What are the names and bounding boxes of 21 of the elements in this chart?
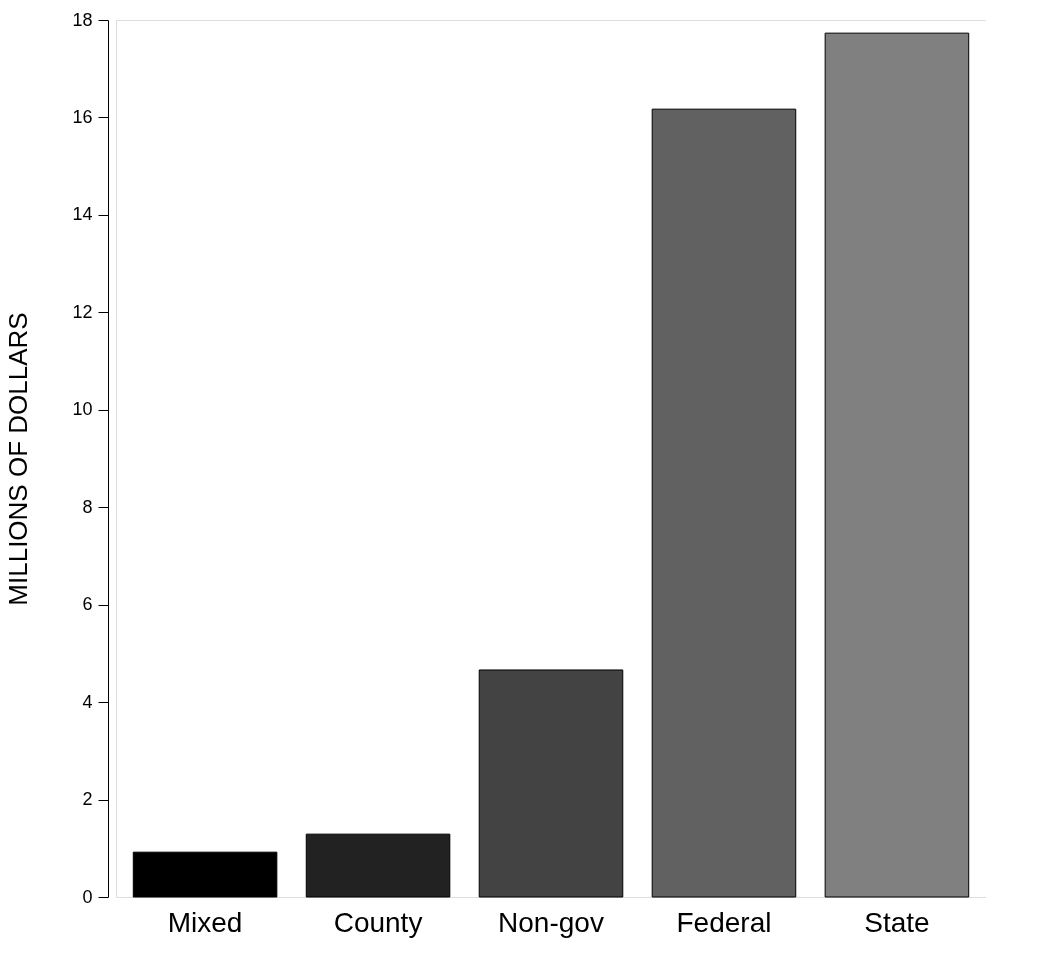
- y-tick-label: 8: [82, 496, 93, 517]
- y-tick-label: 18: [72, 9, 93, 30]
- y-tick-label: 12: [72, 301, 93, 322]
- y-tick-label: 16: [72, 106, 93, 127]
- x-tick-label: Mixed: [167, 906, 243, 938]
- bar: [305, 833, 451, 898]
- bar: [651, 108, 797, 898]
- y-tick-label: 0: [82, 886, 93, 907]
- bar: [824, 32, 970, 898]
- y-tick-label: 4: [82, 691, 93, 712]
- y-tick-label: 6: [82, 594, 93, 615]
- bar: [132, 851, 278, 898]
- x-tick-label: Non-gov: [498, 906, 604, 938]
- y-tick-label: 10: [72, 399, 93, 420]
- y-tick-label: 14: [72, 204, 93, 225]
- y-tick-label: 2: [82, 789, 93, 810]
- bar: [478, 669, 624, 898]
- x-tick-label: State: [864, 906, 930, 938]
- y-axis-title: MILLIONS OF DOLLARS: [3, 312, 34, 606]
- x-tick-label: Federal: [676, 906, 772, 938]
- x-tick-label: County: [333, 906, 423, 938]
